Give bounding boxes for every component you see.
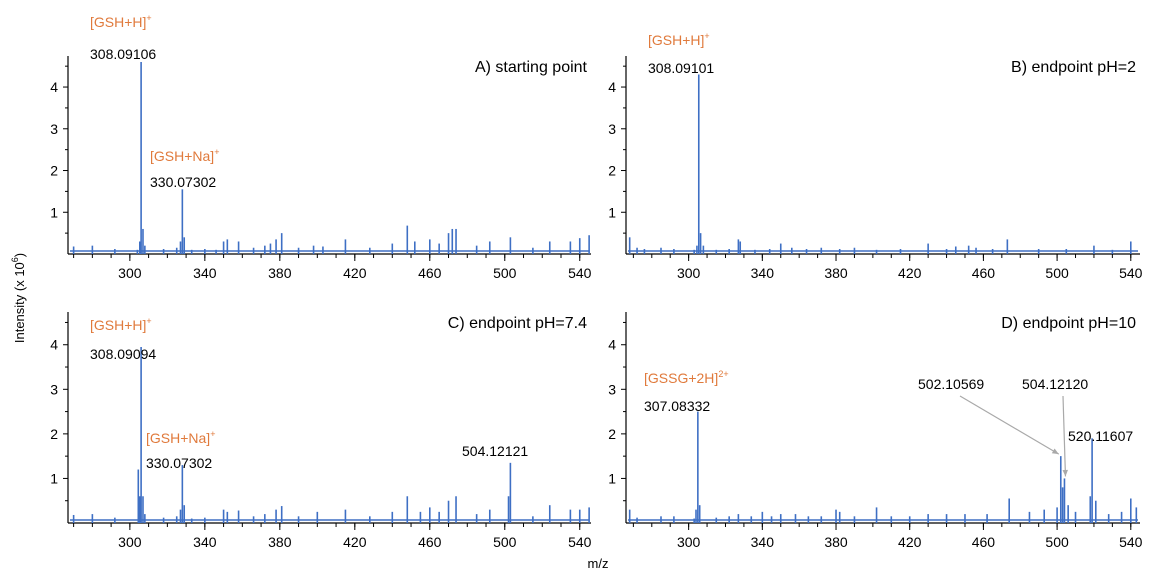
ion-label-c-0: [GSH+H]+ [90,316,152,333]
y-tick-label-d-2: 3 [608,381,616,397]
mz-label-a-1: 330.07302 [150,174,216,190]
ion-label-a-0: [GSH+H]+ [90,13,152,30]
y-tick-label-c-3: 4 [50,337,58,353]
y-tick-label-c-1: 2 [50,426,58,442]
panel-d: 1 2 3 4 300 340 380 420 460 500 540 D) endpoint pH=… [608,312,1143,550]
ion-label-c-1: [GSH+Na]+ [146,429,215,446]
panel-title-a: A) starting point [475,59,588,76]
x-tick-label-c-3: 420 [343,534,367,550]
panel-a: 1 2 3 4 300 340 380 420 460 500 540 A) starting poi… [50,13,591,281]
y-axis-title: Intensity (x 106) [10,253,27,343]
x-tick-label-a-3: 420 [343,265,367,281]
x-tick-label-b-5: 500 [1045,265,1069,281]
x-tick-label-a-6: 540 [568,265,592,281]
mz-label-d-2: 504.12120 [1022,376,1088,392]
y-tick-label-a-3: 4 [50,79,58,95]
x-tick-label-c-1: 340 [193,534,217,550]
x-tick-label-b-0: 300 [677,265,701,281]
y-tick-label-c-2: 3 [50,381,58,397]
y-tick-label-d-0: 1 [608,470,616,486]
annotation-arrow-0 [959,395,1060,455]
y-tick-label-b-1: 2 [608,163,616,179]
mz-label-d-3: 520.11607 [1068,428,1133,444]
y-tick-label-a-1: 2 [50,163,58,179]
y-tick-label-a-0: 1 [50,204,58,220]
ion-label-d-0: [GSSG+2H]2+ [644,369,729,386]
mz-label-b-0: 308.09101 [648,60,714,76]
x-tick-label-a-0: 300 [118,265,142,281]
ion-label-a-1: [GSH+Na]+ [150,147,219,164]
x-axis-title: m/z [588,556,609,571]
y-tick-label-c-0: 1 [50,470,58,486]
x-tick-label-d-0: 300 [677,534,701,550]
x-tick-label-c-2: 380 [268,534,292,550]
x-tick-label-c-5: 500 [493,534,517,550]
x-tick-label-a-2: 380 [268,265,292,281]
mz-label-c-0: 308.09094 [90,346,156,362]
x-tick-label-b-1: 340 [751,265,775,281]
x-tick-label-d-1: 340 [751,534,775,550]
y-tick-label-a-2: 3 [50,121,58,137]
mz-label-d-1: 502.10569 [918,376,984,392]
x-tick-label-c-0: 300 [118,534,142,550]
panel-b: 1 2 3 4 300 340 380 420 460 500 540 B) endpoint pH=… [608,31,1142,281]
x-tick-label-d-6: 540 [1119,534,1143,550]
y-tick-label-b-2: 3 [608,121,616,137]
y-tick-label-d-3: 4 [608,337,616,353]
x-tick-label-d-2: 380 [824,534,848,550]
x-tick-label-a-4: 460 [418,265,442,281]
mz-label-a-0: 308.09106 [90,46,156,62]
x-tick-label-d-5: 500 [1045,534,1069,550]
x-tick-label-a-1: 340 [193,265,217,281]
x-tick-label-c-6: 540 [568,534,592,550]
panel-c: 1 2 3 4 300 340 380 420 460 500 540 C) endpoint pH=… [50,312,592,550]
annotation-arrowhead-0 [1051,448,1059,455]
x-tick-label-b-3: 420 [898,265,922,281]
x-tick-label-b-4: 460 [972,265,996,281]
x-tick-label-d-3: 420 [898,534,922,550]
annotation-arrowhead-1 [1062,469,1068,477]
x-tick-label-a-5: 500 [493,265,517,281]
annotation-arrow-1 [1062,395,1067,477]
ion-label-b-0: [GSH+H]+ [648,31,710,48]
panel-title-d: D) endpoint pH=10 [1001,315,1136,332]
x-tick-label-d-4: 460 [972,534,996,550]
y-tick-label-d-1: 2 [608,426,616,442]
x-tick-label-c-4: 460 [418,534,442,550]
x-tick-label-b-2: 380 [824,265,848,281]
mz-label-d-0: 307.08332 [644,398,710,414]
mz-label-c-2: 504.12121 [462,443,528,459]
y-tick-label-b-0: 1 [608,204,616,220]
mz-label-c-1: 330.07302 [146,455,212,471]
panel-title-b: B) endpoint pH=2 [1011,59,1136,76]
panel-title-c: C) endpoint pH=7.4 [448,315,587,332]
y-tick-label-b-3: 4 [608,79,616,95]
x-tick-label-b-6: 540 [1119,265,1143,281]
